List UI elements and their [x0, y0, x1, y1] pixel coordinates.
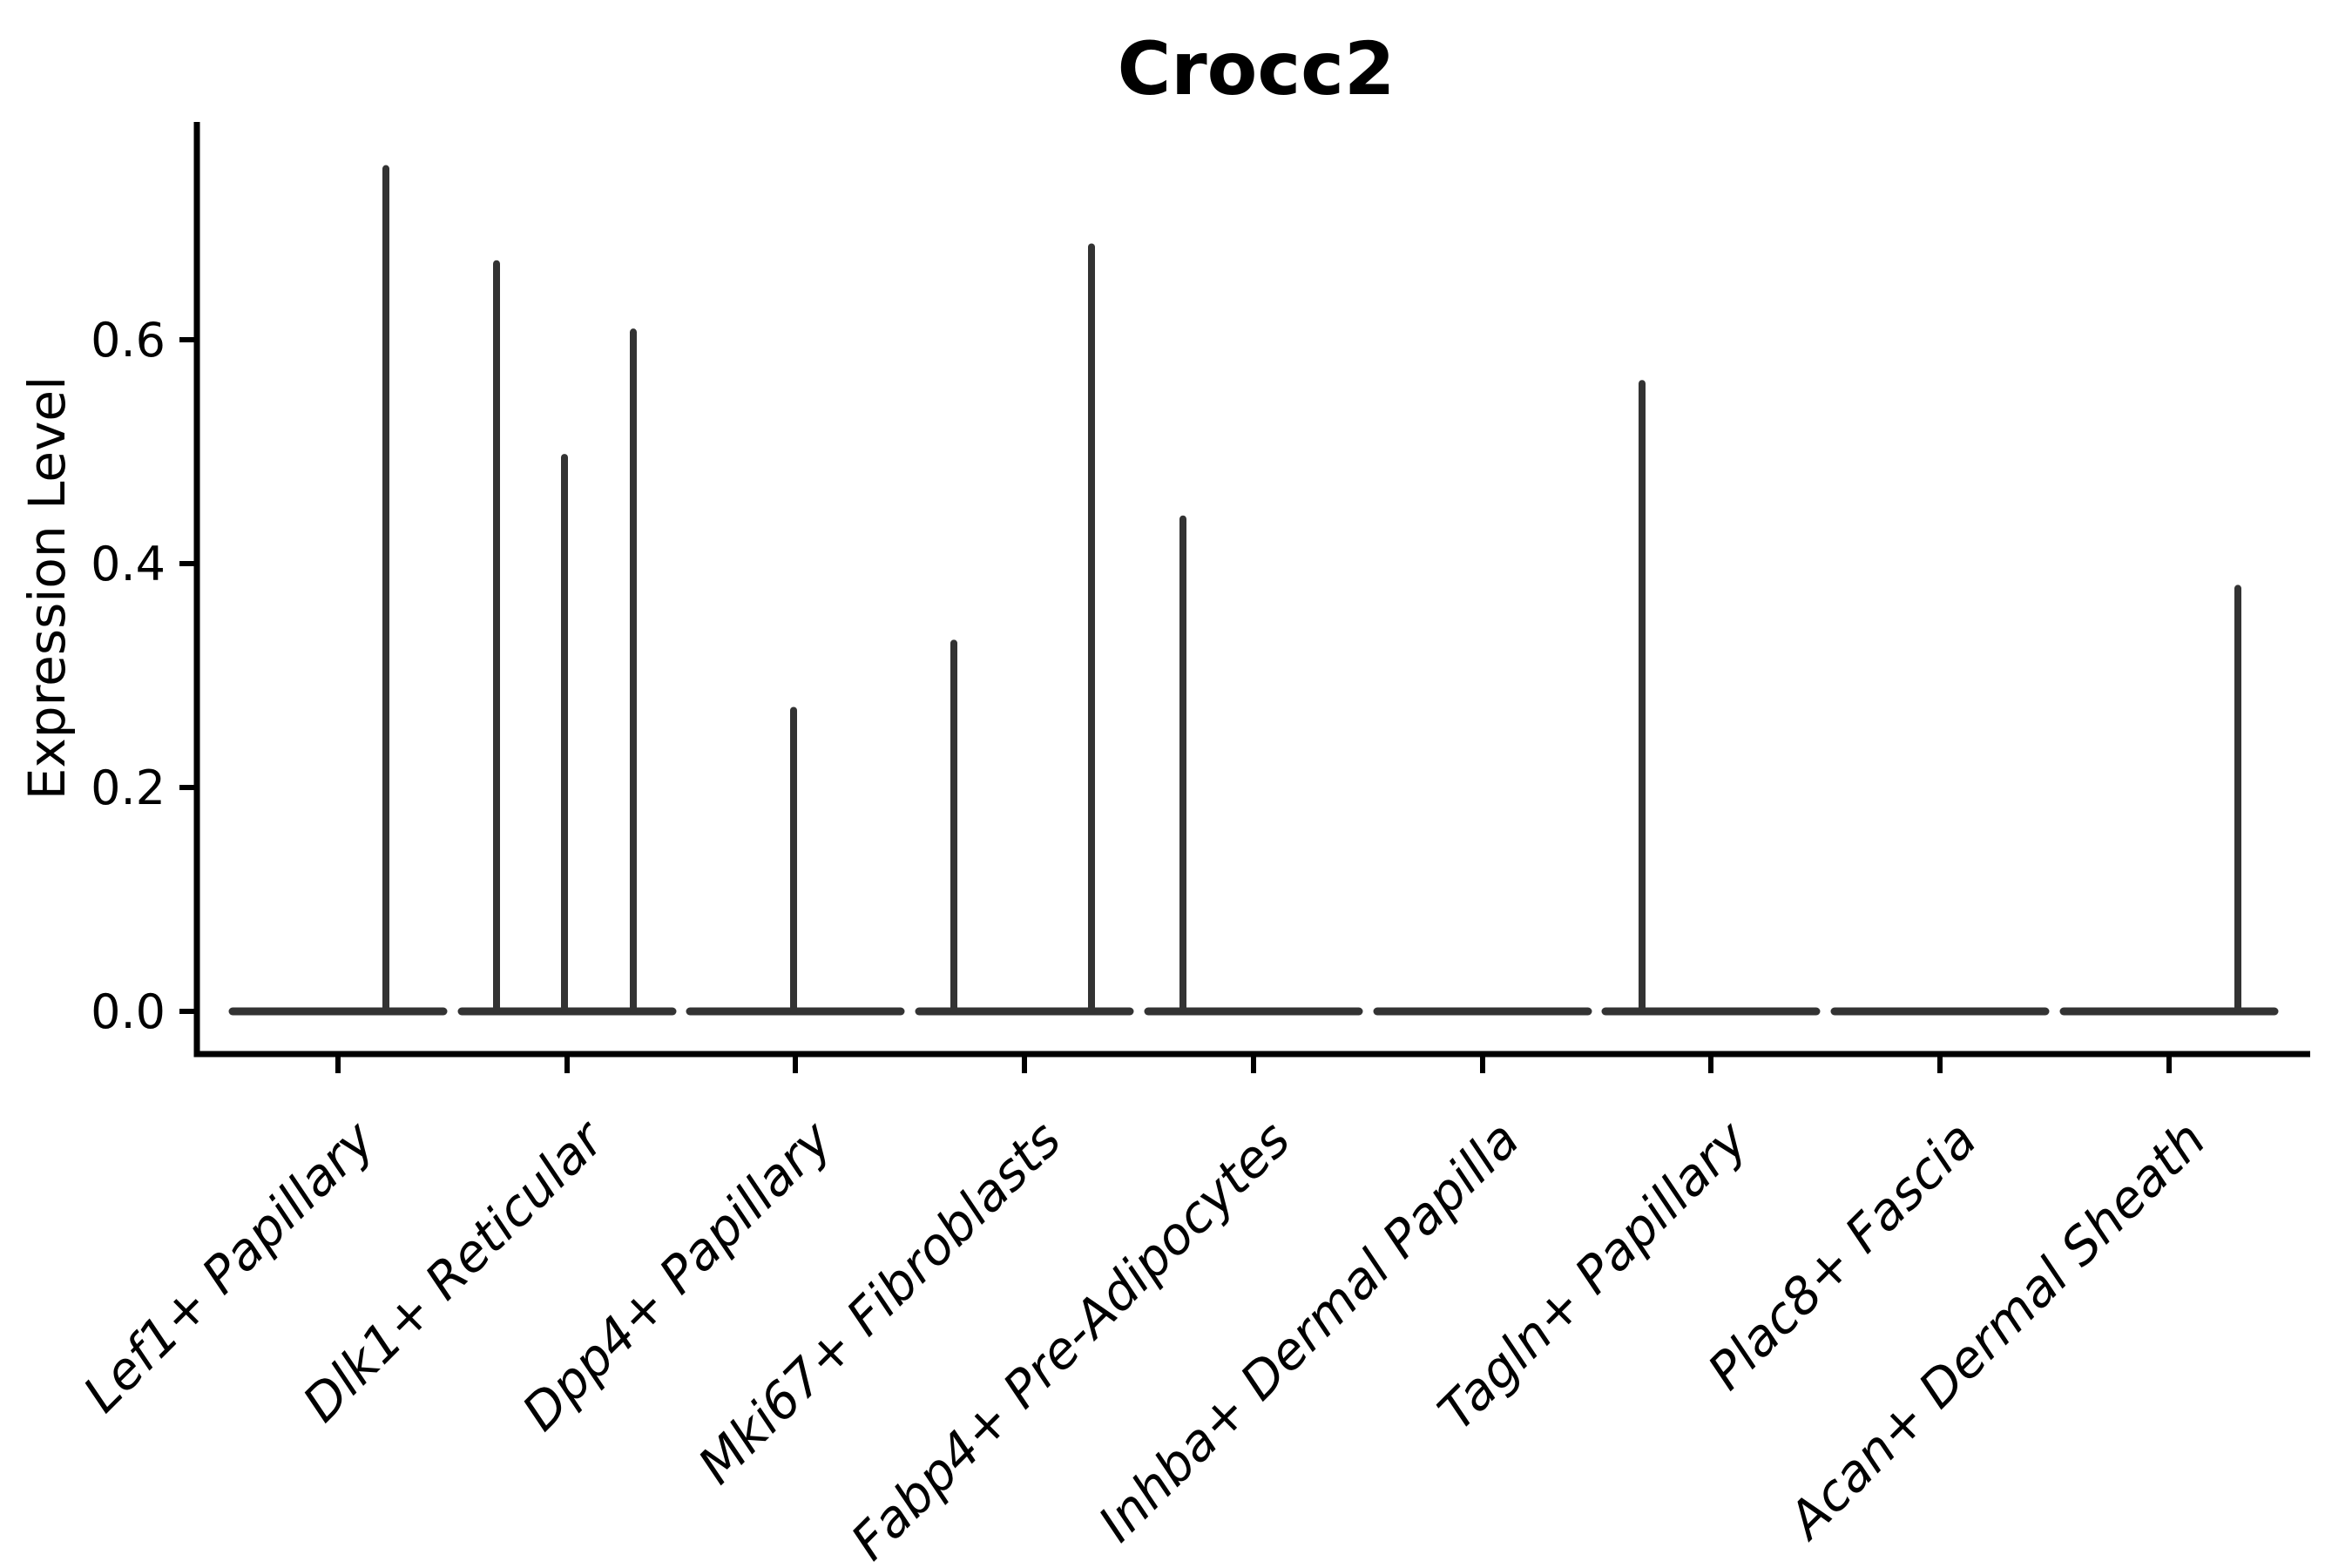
violins-layer [228, 165, 2279, 1016]
y-tick-label: 0.4 [91, 537, 166, 591]
y-axis: 0.0 0.2 0.4 0.6 [91, 122, 200, 1054]
x-tick-label: Fabp4+ Pre-Adipocytes [840, 1110, 1301, 1568]
chart-title: Crocc2 [1118, 26, 1396, 112]
y-tick-label: 0.6 [91, 313, 166, 368]
y-tick-label: 0.2 [91, 760, 166, 815]
y-axis-title: Expression Level [17, 376, 77, 800]
x-tick-label: Inhba+ Dermal Papilla [1087, 1110, 1531, 1553]
x-tick-label: Acan+ Dermal Sheath [1774, 1110, 2217, 1552]
y-tick-label: 0.0 [91, 984, 166, 1039]
